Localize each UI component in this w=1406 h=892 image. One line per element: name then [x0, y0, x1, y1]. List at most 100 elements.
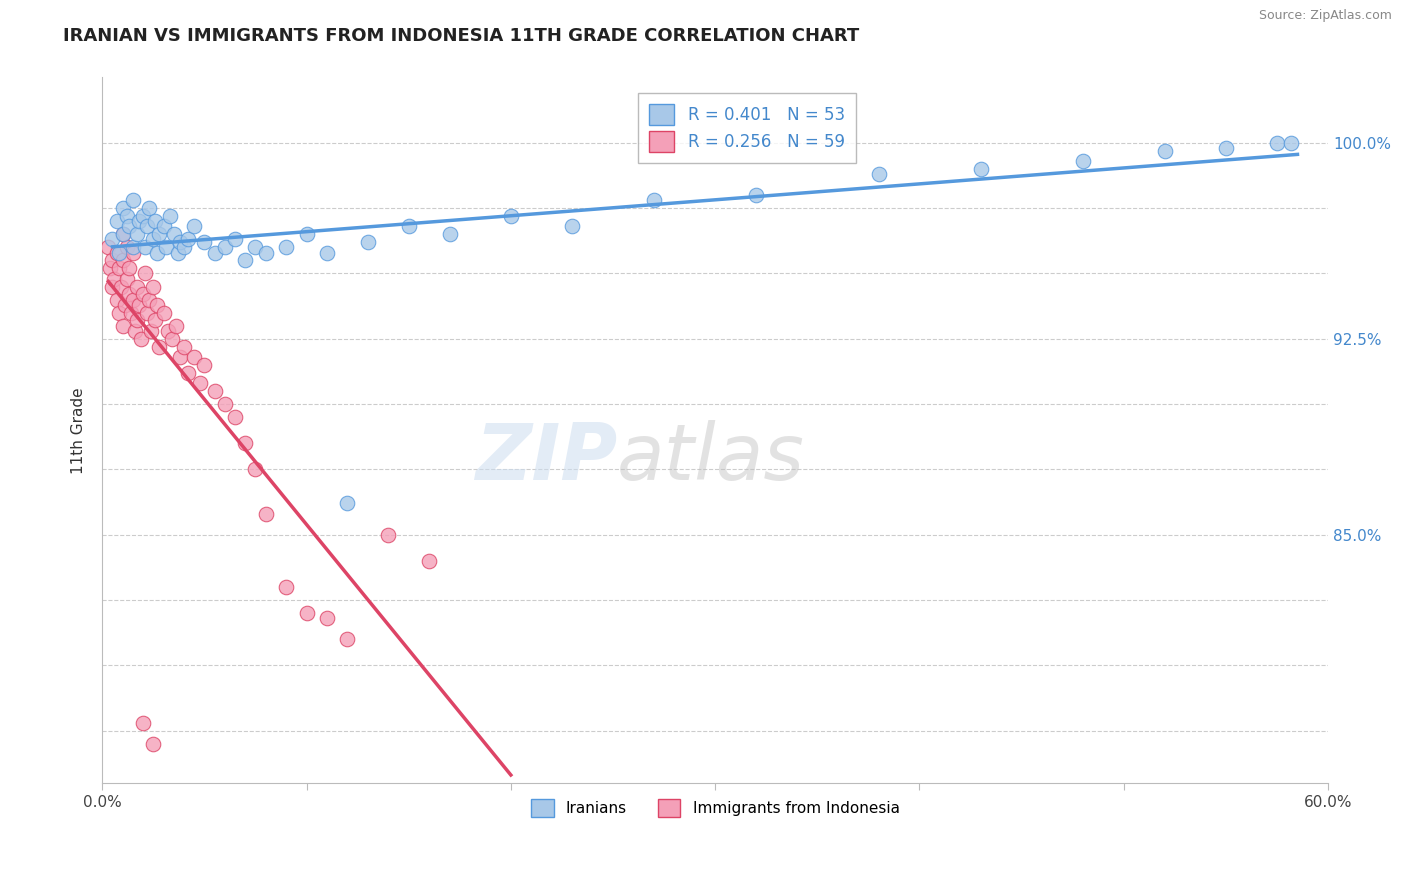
Point [118, 219, 141, 234]
Point [316, 611, 339, 625]
Point [1279, 136, 1302, 150]
Point [336, 496, 359, 510]
Point [103, 271, 125, 285]
Point [100, 261, 122, 276]
Point [160, 332, 183, 346]
Point [111, 227, 134, 242]
Point [336, 632, 359, 647]
Point [357, 235, 380, 249]
Legend: Iranians, Immigrants from Indonesia: Iranians, Immigrants from Indonesia [523, 791, 907, 825]
Point [105, 293, 128, 307]
Point [233, 253, 256, 268]
Point [101, 253, 124, 268]
Point [115, 271, 138, 285]
Point [193, 358, 215, 372]
Point [138, 201, 160, 215]
Point [165, 318, 187, 333]
Point [134, 267, 156, 281]
Point [118, 261, 141, 276]
Y-axis label: 11th Grade: 11th Grade [72, 387, 86, 474]
Point [111, 253, 134, 268]
Point [166, 245, 188, 260]
Point [132, 209, 155, 223]
Point [107, 305, 129, 319]
Point [643, 194, 665, 208]
Point [107, 261, 129, 276]
Point [177, 232, 200, 246]
Point [156, 324, 179, 338]
Point [142, 737, 165, 751]
Point [105, 245, 128, 260]
Point [254, 245, 277, 260]
Point [101, 279, 124, 293]
Point [377, 528, 399, 542]
Point [398, 219, 420, 234]
Point [128, 214, 150, 228]
Point [274, 580, 297, 594]
Point [169, 235, 191, 249]
Point [295, 227, 318, 242]
Point [118, 287, 141, 301]
Text: ZIP: ZIP [475, 420, 617, 497]
Point [114, 298, 136, 312]
Point [233, 436, 256, 450]
Point [152, 219, 174, 234]
Point [254, 507, 277, 521]
Point [111, 318, 134, 333]
Point [120, 305, 142, 319]
Point [110, 279, 132, 293]
Point [561, 219, 583, 234]
Point [173, 340, 195, 354]
Point [115, 240, 138, 254]
Point [499, 209, 522, 223]
Point [142, 232, 165, 246]
Text: atlas: atlas [617, 420, 806, 497]
Point [141, 324, 163, 338]
Point [136, 219, 159, 234]
Point [125, 279, 148, 293]
Point [1215, 141, 1237, 155]
Point [132, 715, 155, 730]
Point [115, 209, 138, 223]
Point [121, 293, 143, 307]
Point [214, 240, 236, 254]
Point [136, 305, 159, 319]
Point [121, 194, 143, 208]
Point [146, 245, 169, 260]
Point [295, 606, 318, 620]
Point [1265, 136, 1288, 150]
Point [148, 340, 170, 354]
Point [134, 240, 156, 254]
Point [143, 313, 166, 327]
Point [111, 201, 134, 215]
Point [121, 240, 143, 254]
Point [105, 214, 128, 228]
Point [224, 232, 246, 246]
Point [177, 366, 200, 380]
Point [125, 313, 148, 327]
Point [214, 397, 236, 411]
Text: IRANIAN VS IMMIGRANTS FROM INDONESIA 11TH GRADE CORRELATION CHART: IRANIAN VS IMMIGRANTS FROM INDONESIA 11T… [63, 27, 859, 45]
Point [868, 167, 890, 181]
Point [148, 227, 170, 242]
Point [155, 240, 177, 254]
Point [316, 245, 339, 260]
Point [121, 245, 143, 260]
Point [745, 188, 768, 202]
Point [173, 240, 195, 254]
Point [132, 287, 155, 301]
Point [245, 462, 267, 476]
Point [163, 227, 186, 242]
Point [1153, 144, 1175, 158]
Point [138, 293, 160, 307]
Point [124, 324, 146, 338]
Point [418, 554, 440, 568]
Point [439, 227, 461, 242]
Point [111, 227, 134, 242]
Point [193, 235, 215, 249]
Point [274, 240, 297, 254]
Point [204, 384, 226, 398]
Point [169, 350, 191, 364]
Point [97, 240, 120, 254]
Point [146, 298, 169, 312]
